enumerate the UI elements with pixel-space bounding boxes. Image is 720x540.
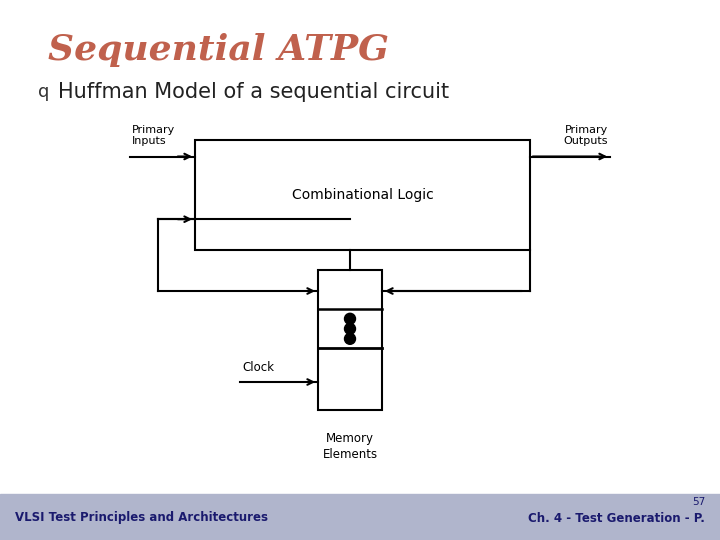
Text: Ch. 4 - Test Generation - P.: Ch. 4 - Test Generation - P. xyxy=(528,511,705,524)
Text: q: q xyxy=(38,83,50,101)
Circle shape xyxy=(344,323,356,334)
Bar xyxy=(195,140,530,250)
Bar xyxy=(0,494,720,540)
Text: Sequential ATPG: Sequential ATPG xyxy=(48,33,389,67)
Text: 57: 57 xyxy=(692,497,705,507)
Text: Huffman Model of a sequential circuit: Huffman Model of a sequential circuit xyxy=(58,82,449,102)
Circle shape xyxy=(344,313,356,325)
Text: Memory
Elements: Memory Elements xyxy=(323,432,377,461)
Text: Primary
Inputs: Primary Inputs xyxy=(132,125,175,146)
Text: Primary
Outputs: Primary Outputs xyxy=(564,125,608,146)
Circle shape xyxy=(344,333,356,345)
Text: VLSI Test Principles and Architectures: VLSI Test Principles and Architectures xyxy=(15,511,268,524)
Text: Combinational Logic: Combinational Logic xyxy=(292,188,433,202)
Text: Clock: Clock xyxy=(242,361,274,374)
Bar xyxy=(318,270,382,410)
